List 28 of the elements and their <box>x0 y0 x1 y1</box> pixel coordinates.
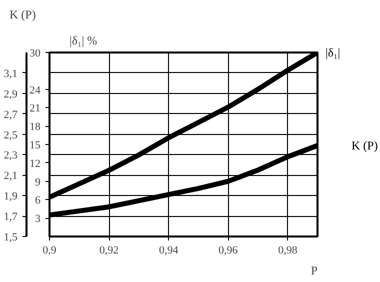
y-tick-label: 1,5 <box>4 232 18 244</box>
series-label: |δ₁| <box>326 46 340 60</box>
y-tick-label: 2,9 <box>4 88 18 100</box>
y2-tick-label: 6 <box>35 194 41 207</box>
y2-tick-label: 24 <box>30 84 41 96</box>
y-tick-label: 2,7 <box>4 108 18 121</box>
y2-tick-label: 12 <box>30 158 40 170</box>
y-tick-label: 3,1 <box>4 68 18 80</box>
y2-axis-title: |δ₁| % <box>70 34 98 48</box>
y-tick-label: 1,7 <box>4 211 18 224</box>
y2-tick-label: 30 <box>30 48 41 60</box>
y-tick-label: 1,9 <box>4 190 18 203</box>
x-tick-label: 0,9 <box>42 244 57 256</box>
text: K (P) <box>352 138 378 153</box>
y-tick-label: 2,5 <box>4 129 18 142</box>
y-tick-label: 2,1 <box>4 170 18 182</box>
x-tick-label: 0,94 <box>158 244 179 256</box>
x-tick-label: 0,92 <box>99 244 119 256</box>
y2-tick-label: 21 <box>30 102 40 115</box>
y2-tick-label: 18 <box>30 121 41 134</box>
y-tick-label: 2,3 <box>4 150 18 162</box>
x-axis-title: P <box>310 264 318 278</box>
y2-tick-label: 15 <box>30 140 41 152</box>
y2-tick-label: 3 <box>35 213 41 226</box>
x-tick-label: 0,96 <box>218 244 238 256</box>
y2-tick-label: 9 <box>35 176 41 188</box>
x-tick-label: 0,98 <box>278 244 298 256</box>
y-axis-title: K (P) <box>10 8 36 22</box>
